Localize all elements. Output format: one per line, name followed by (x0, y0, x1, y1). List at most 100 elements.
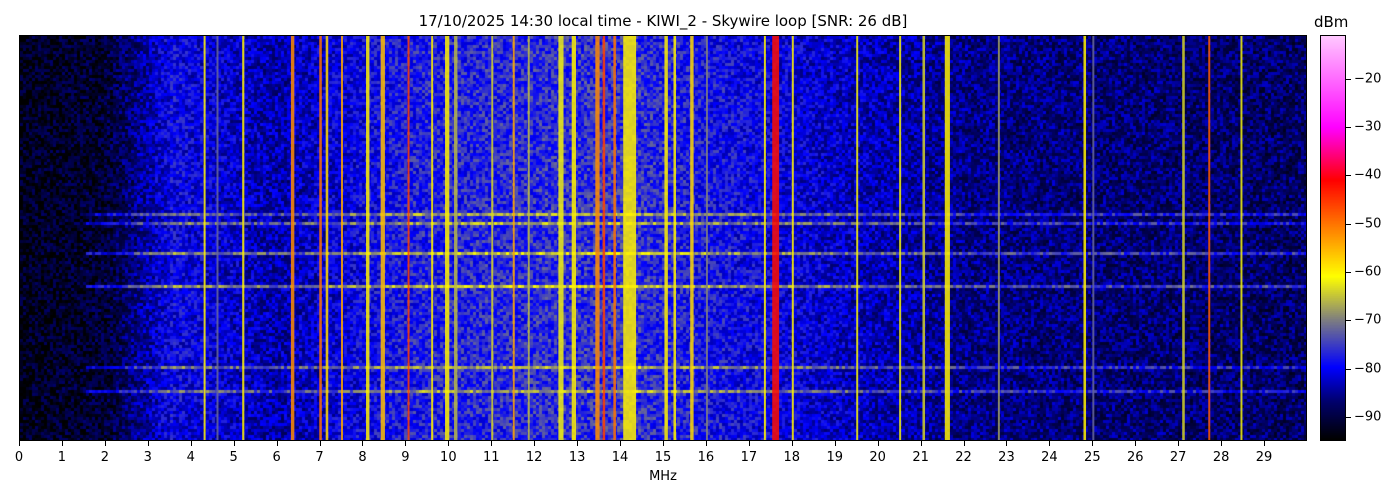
x-tick-label: 29 (1255, 450, 1273, 465)
x-tick-label: 12 (525, 450, 543, 465)
colorbar-label: dBm (1314, 13, 1349, 31)
x-tick (1006, 441, 1008, 446)
signal-line-1 (216, 36, 219, 440)
colorbar-tick-label: −90 (1354, 409, 1382, 425)
x-tick-label: 4 (186, 450, 195, 465)
x-tick-label: 20 (869, 450, 886, 465)
x-tick-label: 14 (611, 450, 629, 465)
x-tick-label: 11 (482, 450, 500, 465)
x-tick (19, 441, 20, 446)
x-tick (920, 441, 922, 446)
signal-line-24 (690, 36, 694, 440)
x-tick (1049, 441, 1051, 446)
x-tick (233, 441, 235, 446)
x-tick-label: 13 (568, 450, 586, 465)
x-tick (147, 441, 149, 446)
x-tick (1221, 441, 1223, 446)
signal-line-28 (791, 36, 794, 440)
waterfall-plot (19, 35, 1307, 441)
colorbar-tick-label: −60 (1354, 264, 1382, 280)
x-tick (877, 441, 879, 446)
x-tick-label: 19 (826, 450, 843, 465)
colorbar-tick (1346, 271, 1351, 273)
signal-line-12 (454, 36, 458, 440)
x-tick (748, 441, 750, 446)
chart-title: 17/10/2025 14:30 local time - KIWI_2 - S… (418, 12, 908, 30)
x-tick (534, 441, 536, 446)
x-tick-label: 2 (100, 450, 109, 465)
colorbar-tick (1346, 78, 1351, 80)
signal-line-32 (944, 36, 950, 440)
colorbar-tick-label: −50 (1354, 216, 1382, 231)
x-tick-label: 7 (315, 450, 324, 465)
colorbar-tick (1346, 175, 1351, 177)
x-tick (620, 441, 622, 446)
x-tick-label: 25 (1084, 450, 1101, 465)
x-tick-label: 24 (1041, 450, 1058, 465)
x-tick (963, 441, 965, 446)
x-tick-label: 22 (955, 450, 972, 465)
signal-line-23 (673, 36, 677, 440)
signal-line-6 (341, 36, 343, 440)
x-tick-label: 10 (440, 450, 457, 465)
x-tick (1092, 441, 1094, 446)
x-tick (104, 441, 106, 446)
x-tick-label: 18 (783, 450, 801, 465)
x-tick-label: 27 (1169, 450, 1187, 465)
x-tick-label: 28 (1212, 450, 1230, 465)
signal-line-15 (527, 36, 530, 440)
signal-line-13 (491, 36, 494, 440)
signal-line-37 (1208, 36, 1211, 440)
signal-line-11 (445, 36, 450, 440)
x-tick-label: 15 (654, 450, 672, 465)
x-tick-label: 21 (912, 450, 929, 465)
x-tick (1135, 441, 1137, 446)
signal-line-0 (203, 36, 206, 440)
x-tick-label: 0 (14, 450, 24, 465)
x-tick-label: 6 (272, 450, 281, 465)
x-tick (577, 441, 579, 446)
x-tick (834, 441, 836, 446)
colorbar-tick-label: −70 (1354, 312, 1382, 328)
x-tick (448, 441, 450, 446)
x-tick (791, 441, 793, 446)
colorbar (1320, 35, 1346, 441)
signal-line-8 (380, 36, 385, 440)
x-tick (663, 441, 664, 446)
signal-line-34 (1083, 36, 1087, 440)
signal-line-38 (1240, 36, 1243, 440)
signal-line-36 (1182, 36, 1185, 440)
x-tick (276, 441, 278, 446)
x-tick (190, 441, 192, 446)
colorbar-tick (1346, 223, 1351, 225)
x-tick (61, 441, 63, 446)
x-tick (705, 441, 707, 446)
signal-line-10 (431, 36, 434, 440)
x-tick-label: 26 (1126, 450, 1144, 465)
x-tick-label: 1 (57, 450, 67, 465)
x-tick-label: 9 (401, 450, 410, 465)
signal-line-31 (922, 36, 926, 440)
signal-lines (203, 36, 1243, 440)
signal-line-26 (763, 36, 766, 440)
x-tick (491, 441, 493, 446)
signal-line-27 (772, 36, 780, 440)
signal-line-9 (407, 36, 410, 440)
signal-line-21 (623, 36, 637, 440)
x-tick (362, 441, 364, 446)
colorbar-tick-label: −20 (1354, 71, 1382, 86)
signal-line-16 (558, 36, 564, 440)
waterfall-noise-background (20, 36, 1306, 440)
signal-line-4 (319, 36, 322, 440)
signal-line-5 (325, 36, 329, 440)
signal-line-19 (602, 36, 606, 440)
colorbar-tick (1346, 416, 1351, 418)
signal-line-2 (242, 36, 245, 440)
signal-line-14 (512, 36, 515, 440)
signal-line-35 (1092, 36, 1095, 440)
x-tick (1178, 441, 1180, 446)
signal-line-17 (571, 36, 576, 440)
signal-line-25 (705, 36, 708, 440)
signal-line-33 (997, 36, 1000, 440)
x-axis: 0 1 2 3 4 5 6 7 8 9 10 11 12 13 14 15 16 17 18 19 20 21 22 23 24… (15, 441, 1307, 471)
